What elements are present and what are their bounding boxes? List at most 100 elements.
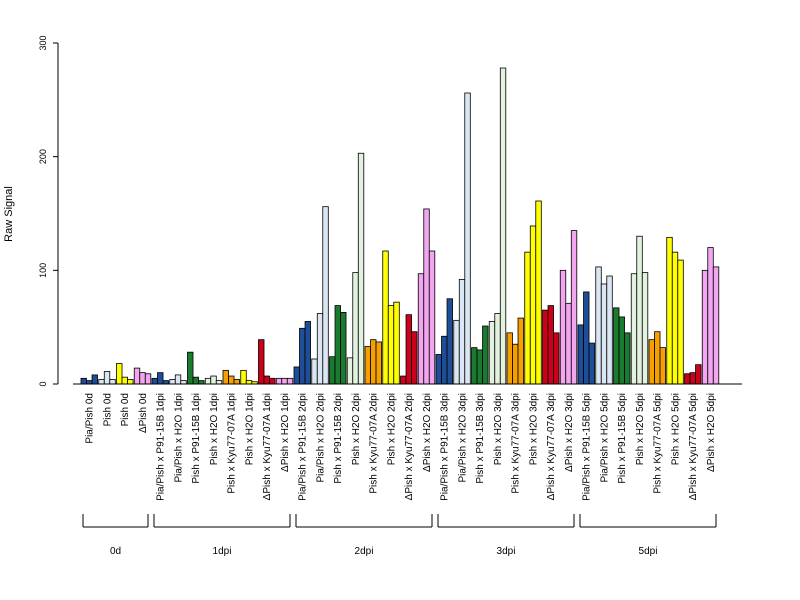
bar: [417, 273, 425, 385]
x-tick-label: Pish 0d: [120, 393, 131, 426]
bar: [595, 266, 602, 385]
x-tick-label: Pia/Pish x H2O 5dpi: [599, 393, 610, 483]
bar: [441, 335, 448, 385]
x-tick-label: Pia/Pish x H2O 3dpi: [457, 393, 468, 483]
bar: [671, 251, 679, 385]
group-label: 2dpi: [355, 546, 374, 557]
bar: [630, 273, 638, 385]
bar: [517, 317, 524, 385]
bar: [387, 305, 395, 385]
bar: [258, 339, 265, 385]
bar: [322, 206, 329, 385]
bar: [529, 225, 537, 385]
bar: [187, 351, 194, 385]
bar: [269, 377, 276, 385]
bar: [684, 373, 691, 385]
bar: [180, 380, 187, 385]
x-tick-label: Pish x H2O 5dpi: [635, 393, 646, 465]
x-tick-label: ΔPish x Kyu77-07A 2dpi: [404, 393, 415, 500]
bar: [103, 371, 111, 385]
bar: [476, 349, 483, 385]
bar: [245, 380, 253, 385]
x-tick-label: Pish x H2O 3dpi: [493, 393, 504, 465]
bar: [506, 332, 513, 385]
bar: [316, 313, 324, 385]
x-tick-label: Pish x P91-15B 2dpi: [333, 393, 344, 484]
bar: [707, 247, 714, 385]
bar: [494, 313, 501, 385]
bar: [542, 309, 549, 385]
bar: [636, 235, 643, 385]
bar: [340, 311, 347, 385]
bar: [535, 200, 542, 385]
bar: [565, 302, 572, 385]
x-tick-label: Pia/Pish x P91-15B 2dpi: [298, 393, 309, 501]
bar: [127, 379, 134, 385]
x-tick-label: Pish x P91-15B 3dpi: [475, 393, 486, 484]
bar: [659, 347, 666, 385]
bar: [570, 230, 578, 385]
bar: [553, 332, 560, 385]
bar-series: [80, 67, 720, 385]
x-tick-label: ΔPish x H2O 5dpi: [706, 393, 717, 472]
x-tick-label: Pia/Pish x P91-15B 1dpi: [156, 393, 167, 501]
bar: [405, 314, 412, 385]
bar: [375, 341, 382, 385]
x-tick-label: Pia/Pish 0d: [85, 393, 96, 444]
bar: [293, 366, 300, 385]
bar: [334, 305, 341, 385]
bar: [695, 364, 702, 385]
x-tick-label: Pish x P91-15B 5dpi: [617, 393, 628, 484]
bar: [471, 347, 478, 385]
bar: [411, 331, 418, 385]
x-tick-label: ΔPish x Kyu77-07A 1dpi: [262, 393, 273, 500]
bar: [240, 369, 247, 385]
bar: [488, 321, 496, 385]
y-axis-label: Raw Signal: [3, 186, 15, 242]
x-tick-label: Pish 0d: [102, 393, 113, 426]
bar: [654, 331, 661, 385]
bar: [86, 380, 93, 385]
bar: [435, 354, 442, 385]
x-tick-label: ΔPish x Kyu77-07A 3dpi: [546, 393, 557, 500]
bar: [600, 283, 608, 385]
group-label: 0d: [110, 546, 121, 557]
bar: [215, 380, 223, 385]
bar: [98, 379, 105, 385]
bar: [174, 374, 182, 385]
bar: [613, 307, 620, 385]
bar: [304, 321, 311, 385]
x-tick-label: Pia/Pish x P91-15B 3dpi: [440, 393, 451, 501]
x-tick-label: ΔPish x H2O 3dpi: [564, 393, 575, 472]
bar: [192, 376, 199, 385]
bar: [677, 259, 684, 385]
bar: [666, 236, 673, 385]
x-tick-label: Pia/Pish x H2O 2dpi: [315, 393, 326, 483]
bar: [109, 379, 116, 385]
bar: [286, 377, 294, 385]
bar: [133, 367, 141, 385]
bar: [151, 377, 158, 385]
bar: [689, 372, 696, 385]
bar: [370, 339, 377, 385]
bar: [446, 298, 453, 385]
x-tick-label: ΔPish x Kyu77-07A 5dpi: [688, 393, 699, 500]
x-tick-label: Pish x Kyu77-07A 1dpi: [227, 393, 238, 494]
bar: [162, 380, 169, 385]
bar: [198, 380, 205, 385]
x-tick-label: Pish x H2O 2dpi: [351, 393, 362, 465]
x-tick-label: Pish x Kyu77-07A 2dpi: [369, 393, 380, 494]
group-label: 5dpi: [639, 546, 658, 557]
bar: [428, 250, 436, 385]
x-tick-label: Pia/Pish x H2O 1dpi: [173, 393, 184, 483]
bar: [588, 342, 595, 385]
bar: [547, 305, 554, 385]
bar: [121, 376, 128, 385]
bar: [352, 272, 359, 385]
bar: [210, 375, 217, 385]
bar: [499, 67, 507, 385]
bar: [464, 92, 471, 385]
bar: [606, 275, 613, 385]
bar: [512, 343, 519, 385]
x-tick-label: ΔPish x H2O 1dpi: [280, 393, 291, 472]
